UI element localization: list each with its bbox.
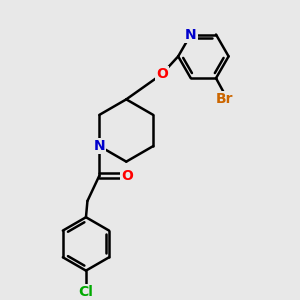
Text: Br: Br <box>216 92 234 106</box>
Text: Cl: Cl <box>79 285 93 299</box>
Text: N: N <box>185 28 196 41</box>
Text: N: N <box>94 139 105 153</box>
Text: O: O <box>156 67 168 81</box>
Text: O: O <box>122 169 134 183</box>
